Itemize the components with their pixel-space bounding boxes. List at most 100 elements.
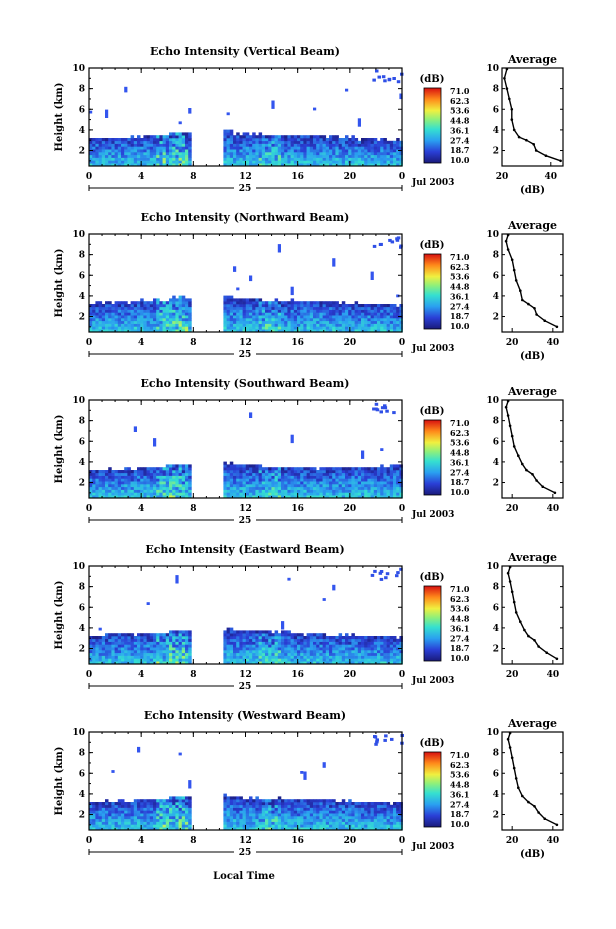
echo-cell xyxy=(335,467,339,471)
echo-cell xyxy=(127,470,131,474)
echo-cell xyxy=(162,644,167,648)
echo-cell xyxy=(245,481,250,485)
echo-cell xyxy=(271,146,275,150)
echo-cell xyxy=(133,304,138,308)
echo-cell xyxy=(261,472,266,476)
echo-cell xyxy=(178,315,183,319)
echo-cell xyxy=(239,644,243,648)
echo-cell xyxy=(121,472,125,476)
echo-cell xyxy=(293,655,298,659)
echo-cell xyxy=(101,315,106,319)
average-profile-line xyxy=(505,234,558,328)
echo-cell xyxy=(156,138,160,142)
echo-cell xyxy=(239,138,243,142)
echo-cell xyxy=(137,636,141,640)
echo-cell xyxy=(236,326,240,330)
echo-cell xyxy=(172,295,176,299)
echo-cell xyxy=(114,807,119,811)
echo-cell xyxy=(309,636,314,640)
echo-cell xyxy=(114,495,119,499)
echo-cell xyxy=(178,309,183,313)
echo-cell xyxy=(165,804,170,808)
echo-cell xyxy=(297,492,301,496)
echo-cell xyxy=(367,481,371,485)
echo-cell xyxy=(172,138,176,142)
echo-cell xyxy=(335,481,339,485)
echo-cell xyxy=(233,149,237,153)
echo-cell xyxy=(351,320,355,324)
echo-cell xyxy=(335,146,339,150)
echo-cell xyxy=(137,472,141,476)
echo-cell xyxy=(159,816,163,820)
echo-cell xyxy=(300,138,304,142)
echo-cell xyxy=(373,484,378,488)
echo-cell xyxy=(370,154,375,158)
echo-cell xyxy=(165,802,170,806)
echo-cell xyxy=(332,475,336,479)
echo-cell xyxy=(255,641,259,645)
echo-cell xyxy=(226,132,231,136)
x-tick-label: 16 xyxy=(291,172,304,182)
echo-cell xyxy=(149,157,154,161)
echo-cell xyxy=(178,472,183,476)
echo-cell xyxy=(133,495,138,499)
echo-cell xyxy=(242,326,247,330)
echo-cell xyxy=(223,802,227,806)
echo-cell xyxy=(364,315,368,319)
echo-cell xyxy=(338,323,343,327)
echo-cell xyxy=(133,318,138,322)
echo-cell xyxy=(341,152,346,156)
echo-cell xyxy=(348,652,352,656)
echo-cell xyxy=(357,146,362,150)
echo-cell xyxy=(372,244,377,248)
echo-cell xyxy=(325,309,330,313)
echo-cell xyxy=(181,318,186,322)
echo-cell xyxy=(393,467,397,471)
echo-cell xyxy=(181,160,186,164)
echo-cell xyxy=(95,475,99,479)
echo-cell xyxy=(121,641,125,645)
echo-cell xyxy=(373,149,378,153)
echo-cell xyxy=(143,152,147,156)
echo-cell xyxy=(153,146,157,150)
echo-cell xyxy=(236,478,240,482)
echo-cell xyxy=(223,652,227,656)
echo-cell xyxy=(226,318,231,322)
echo-cell xyxy=(316,304,320,308)
average-profile-point xyxy=(525,468,528,472)
echo-cell xyxy=(345,318,349,322)
echo-cell xyxy=(178,132,183,136)
echo-cell xyxy=(357,140,362,144)
echo-cell xyxy=(92,146,96,150)
echo-cell xyxy=(137,824,141,828)
echo-cell xyxy=(165,464,170,468)
echo-cell xyxy=(165,467,170,471)
echo-cell xyxy=(319,644,323,648)
echo-cell xyxy=(284,329,288,333)
echo-cell xyxy=(236,796,240,800)
echo-cell xyxy=(101,163,106,167)
echo-cell xyxy=(249,478,253,482)
echo-cell xyxy=(373,157,378,161)
echo-cell xyxy=(325,315,330,319)
echo-cell xyxy=(146,633,151,637)
echo-cell xyxy=(341,472,346,476)
echo-cell xyxy=(101,650,106,654)
echo-cell xyxy=(223,472,227,476)
echo-cell xyxy=(249,484,253,488)
average-y-tick-label: 6 xyxy=(493,603,499,613)
echo-cell xyxy=(341,484,346,488)
echo-cell xyxy=(255,298,259,302)
echo-cell xyxy=(351,495,355,499)
echo-cell xyxy=(335,478,339,482)
echo-cell xyxy=(261,146,266,150)
echo-cell xyxy=(329,644,333,648)
echo-cell xyxy=(380,304,384,308)
echo-cell xyxy=(329,301,333,305)
echo-cell xyxy=(92,655,96,659)
echo-cell xyxy=(345,152,349,156)
echo-cell xyxy=(185,470,189,474)
echo-cell xyxy=(386,140,391,144)
echo-cell xyxy=(133,323,138,327)
echo-cell xyxy=(159,329,163,333)
